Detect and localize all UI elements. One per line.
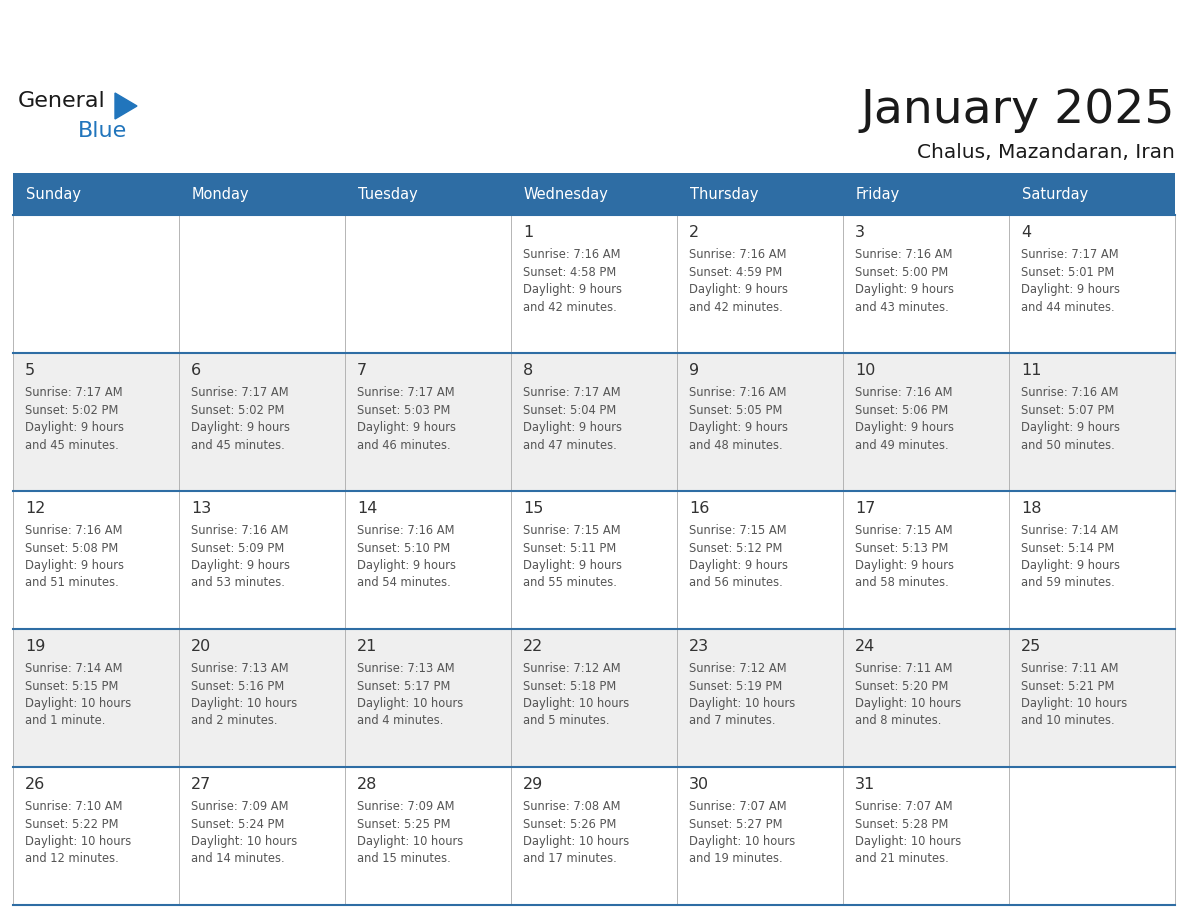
- Bar: [13, 629, 1175, 767]
- Text: Sunrise: 7:17 AM
Sunset: 5:02 PM
Daylight: 9 hours
and 45 minutes.: Sunrise: 7:17 AM Sunset: 5:02 PM Dayligh…: [25, 386, 124, 452]
- Text: 26: 26: [25, 777, 45, 792]
- Text: Sunrise: 7:14 AM
Sunset: 5:15 PM
Daylight: 10 hours
and 1 minute.: Sunrise: 7:14 AM Sunset: 5:15 PM Dayligh…: [25, 662, 131, 727]
- Text: Sunrise: 7:14 AM
Sunset: 5:14 PM
Daylight: 9 hours
and 59 minutes.: Sunrise: 7:14 AM Sunset: 5:14 PM Dayligh…: [1020, 524, 1120, 589]
- Text: Thursday: Thursday: [690, 186, 758, 201]
- Bar: [13, 491, 1175, 629]
- Text: 23: 23: [689, 639, 709, 654]
- Bar: [677, 173, 843, 215]
- Text: Sunrise: 7:13 AM
Sunset: 5:16 PM
Daylight: 10 hours
and 2 minutes.: Sunrise: 7:13 AM Sunset: 5:16 PM Dayligh…: [191, 662, 297, 727]
- Text: 21: 21: [358, 639, 378, 654]
- Text: 18: 18: [1020, 501, 1042, 516]
- Polygon shape: [115, 93, 137, 119]
- Text: 1: 1: [523, 225, 533, 240]
- Text: 19: 19: [25, 639, 45, 654]
- Text: Wednesday: Wednesday: [524, 186, 609, 201]
- Text: Saturday: Saturday: [1022, 186, 1088, 201]
- Text: Chalus, Mazandaran, Iran: Chalus, Mazandaran, Iran: [917, 143, 1175, 162]
- Text: Blue: Blue: [78, 121, 127, 141]
- Text: 5: 5: [25, 363, 36, 378]
- Bar: [13, 767, 1175, 905]
- Text: 30: 30: [689, 777, 709, 792]
- Text: 28: 28: [358, 777, 378, 792]
- Text: 27: 27: [191, 777, 211, 792]
- Text: Sunrise: 7:15 AM
Sunset: 5:12 PM
Daylight: 9 hours
and 56 minutes.: Sunrise: 7:15 AM Sunset: 5:12 PM Dayligh…: [689, 524, 788, 589]
- Text: Sunrise: 7:16 AM
Sunset: 5:06 PM
Daylight: 9 hours
and 49 minutes.: Sunrise: 7:16 AM Sunset: 5:06 PM Dayligh…: [855, 386, 954, 452]
- Text: January 2025: January 2025: [860, 88, 1175, 133]
- Text: Sunrise: 7:16 AM
Sunset: 4:58 PM
Daylight: 9 hours
and 42 minutes.: Sunrise: 7:16 AM Sunset: 4:58 PM Dayligh…: [523, 248, 623, 314]
- Text: 13: 13: [191, 501, 211, 516]
- Text: 8: 8: [523, 363, 533, 378]
- Text: 3: 3: [855, 225, 865, 240]
- Bar: [179, 173, 345, 215]
- Text: 25: 25: [1020, 639, 1041, 654]
- Text: Sunrise: 7:07 AM
Sunset: 5:27 PM
Daylight: 10 hours
and 19 minutes.: Sunrise: 7:07 AM Sunset: 5:27 PM Dayligh…: [689, 800, 795, 866]
- Text: 17: 17: [855, 501, 876, 516]
- Text: Sunrise: 7:16 AM
Sunset: 5:07 PM
Daylight: 9 hours
and 50 minutes.: Sunrise: 7:16 AM Sunset: 5:07 PM Dayligh…: [1020, 386, 1120, 452]
- Text: Sunrise: 7:16 AM
Sunset: 5:00 PM
Daylight: 9 hours
and 43 minutes.: Sunrise: 7:16 AM Sunset: 5:00 PM Dayligh…: [855, 248, 954, 314]
- Bar: [511, 173, 677, 215]
- Text: Sunrise: 7:09 AM
Sunset: 5:25 PM
Daylight: 10 hours
and 15 minutes.: Sunrise: 7:09 AM Sunset: 5:25 PM Dayligh…: [358, 800, 463, 866]
- Text: 6: 6: [191, 363, 201, 378]
- Bar: [843, 173, 1009, 215]
- Text: General: General: [18, 91, 106, 111]
- Text: Sunrise: 7:12 AM
Sunset: 5:18 PM
Daylight: 10 hours
and 5 minutes.: Sunrise: 7:12 AM Sunset: 5:18 PM Dayligh…: [523, 662, 630, 727]
- Text: Sunrise: 7:07 AM
Sunset: 5:28 PM
Daylight: 10 hours
and 21 minutes.: Sunrise: 7:07 AM Sunset: 5:28 PM Dayligh…: [855, 800, 961, 866]
- Text: Sunrise: 7:17 AM
Sunset: 5:02 PM
Daylight: 9 hours
and 45 minutes.: Sunrise: 7:17 AM Sunset: 5:02 PM Dayligh…: [191, 386, 290, 452]
- Text: Sunrise: 7:09 AM
Sunset: 5:24 PM
Daylight: 10 hours
and 14 minutes.: Sunrise: 7:09 AM Sunset: 5:24 PM Dayligh…: [191, 800, 297, 866]
- Text: 9: 9: [689, 363, 699, 378]
- Text: 20: 20: [191, 639, 211, 654]
- Bar: [13, 353, 1175, 491]
- Text: 7: 7: [358, 363, 367, 378]
- Text: 24: 24: [855, 639, 876, 654]
- Text: 22: 22: [523, 639, 543, 654]
- Text: 29: 29: [523, 777, 543, 792]
- Text: Sunrise: 7:15 AM
Sunset: 5:13 PM
Daylight: 9 hours
and 58 minutes.: Sunrise: 7:15 AM Sunset: 5:13 PM Dayligh…: [855, 524, 954, 589]
- Text: Sunrise: 7:17 AM
Sunset: 5:01 PM
Daylight: 9 hours
and 44 minutes.: Sunrise: 7:17 AM Sunset: 5:01 PM Dayligh…: [1020, 248, 1120, 314]
- Text: Sunrise: 7:16 AM
Sunset: 5:10 PM
Daylight: 9 hours
and 54 minutes.: Sunrise: 7:16 AM Sunset: 5:10 PM Dayligh…: [358, 524, 456, 589]
- Text: Sunrise: 7:16 AM
Sunset: 5:08 PM
Daylight: 9 hours
and 51 minutes.: Sunrise: 7:16 AM Sunset: 5:08 PM Dayligh…: [25, 524, 124, 589]
- Text: Friday: Friday: [857, 186, 901, 201]
- Text: Sunday: Sunday: [26, 186, 81, 201]
- Text: Sunrise: 7:08 AM
Sunset: 5:26 PM
Daylight: 10 hours
and 17 minutes.: Sunrise: 7:08 AM Sunset: 5:26 PM Dayligh…: [523, 800, 630, 866]
- Text: Sunrise: 7:16 AM
Sunset: 5:05 PM
Daylight: 9 hours
and 48 minutes.: Sunrise: 7:16 AM Sunset: 5:05 PM Dayligh…: [689, 386, 788, 452]
- Text: 16: 16: [689, 501, 709, 516]
- Text: 14: 14: [358, 501, 378, 516]
- Text: 12: 12: [25, 501, 45, 516]
- Text: Sunrise: 7:16 AM
Sunset: 4:59 PM
Daylight: 9 hours
and 42 minutes.: Sunrise: 7:16 AM Sunset: 4:59 PM Dayligh…: [689, 248, 788, 314]
- Text: 15: 15: [523, 501, 543, 516]
- Text: Monday: Monday: [192, 186, 249, 201]
- Text: Sunrise: 7:11 AM
Sunset: 5:21 PM
Daylight: 10 hours
and 10 minutes.: Sunrise: 7:11 AM Sunset: 5:21 PM Dayligh…: [1020, 662, 1127, 727]
- Text: 31: 31: [855, 777, 876, 792]
- Text: 10: 10: [855, 363, 876, 378]
- Bar: [13, 215, 1175, 353]
- Text: Sunrise: 7:17 AM
Sunset: 5:04 PM
Daylight: 9 hours
and 47 minutes.: Sunrise: 7:17 AM Sunset: 5:04 PM Dayligh…: [523, 386, 623, 452]
- Text: 2: 2: [689, 225, 699, 240]
- Text: Sunrise: 7:11 AM
Sunset: 5:20 PM
Daylight: 10 hours
and 8 minutes.: Sunrise: 7:11 AM Sunset: 5:20 PM Dayligh…: [855, 662, 961, 727]
- Bar: [1009, 173, 1175, 215]
- Text: 4: 4: [1020, 225, 1031, 240]
- Bar: [345, 173, 511, 215]
- Text: Sunrise: 7:13 AM
Sunset: 5:17 PM
Daylight: 10 hours
and 4 minutes.: Sunrise: 7:13 AM Sunset: 5:17 PM Dayligh…: [358, 662, 463, 727]
- Text: Sunrise: 7:15 AM
Sunset: 5:11 PM
Daylight: 9 hours
and 55 minutes.: Sunrise: 7:15 AM Sunset: 5:11 PM Dayligh…: [523, 524, 623, 589]
- Text: Sunrise: 7:12 AM
Sunset: 5:19 PM
Daylight: 10 hours
and 7 minutes.: Sunrise: 7:12 AM Sunset: 5:19 PM Dayligh…: [689, 662, 795, 727]
- Text: Sunrise: 7:17 AM
Sunset: 5:03 PM
Daylight: 9 hours
and 46 minutes.: Sunrise: 7:17 AM Sunset: 5:03 PM Dayligh…: [358, 386, 456, 452]
- Text: Sunrise: 7:10 AM
Sunset: 5:22 PM
Daylight: 10 hours
and 12 minutes.: Sunrise: 7:10 AM Sunset: 5:22 PM Dayligh…: [25, 800, 131, 866]
- Text: Sunrise: 7:16 AM
Sunset: 5:09 PM
Daylight: 9 hours
and 53 minutes.: Sunrise: 7:16 AM Sunset: 5:09 PM Dayligh…: [191, 524, 290, 589]
- Bar: [13, 173, 179, 215]
- Text: Tuesday: Tuesday: [358, 186, 418, 201]
- Text: 11: 11: [1020, 363, 1042, 378]
